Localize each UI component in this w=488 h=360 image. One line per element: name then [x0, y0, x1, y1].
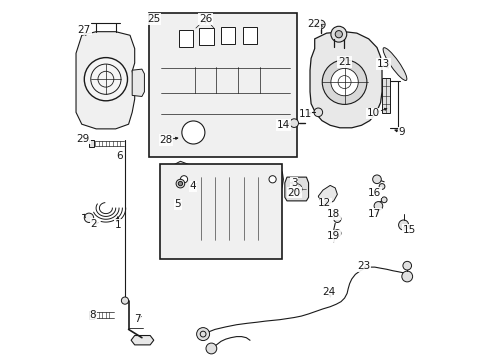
Circle shape — [333, 230, 340, 237]
Bar — [221, 27, 235, 44]
Bar — [381, 78, 389, 113]
Text: 18: 18 — [326, 209, 340, 219]
Circle shape — [322, 60, 366, 104]
Circle shape — [381, 197, 386, 203]
Text: 20: 20 — [287, 188, 300, 198]
Bar — [149, 13, 296, 157]
Circle shape — [180, 176, 187, 183]
Text: 28: 28 — [159, 135, 172, 145]
Circle shape — [84, 58, 127, 101]
Circle shape — [196, 328, 209, 341]
Circle shape — [268, 176, 276, 183]
Text: 25: 25 — [147, 14, 160, 24]
Circle shape — [121, 297, 128, 304]
Text: 26: 26 — [199, 14, 212, 24]
Circle shape — [372, 175, 381, 184]
Text: 13: 13 — [376, 59, 389, 69]
Text: 15: 15 — [402, 225, 415, 235]
Text: 22: 22 — [306, 19, 320, 30]
Circle shape — [402, 261, 411, 270]
Text: 14: 14 — [276, 120, 289, 130]
Circle shape — [182, 121, 204, 144]
Bar — [88, 140, 94, 147]
Bar — [88, 311, 94, 319]
Text: 2: 2 — [90, 219, 97, 229]
Circle shape — [335, 31, 342, 38]
Ellipse shape — [382, 48, 406, 81]
Text: 12: 12 — [317, 198, 330, 208]
Polygon shape — [170, 161, 189, 175]
Polygon shape — [309, 32, 381, 128]
Polygon shape — [318, 185, 337, 205]
Polygon shape — [131, 336, 153, 345]
Text: 19: 19 — [326, 231, 340, 241]
Circle shape — [378, 184, 384, 189]
Polygon shape — [153, 22, 294, 149]
Circle shape — [205, 343, 216, 354]
Circle shape — [316, 20, 325, 29]
Bar — [199, 28, 213, 45]
Text: 29: 29 — [77, 134, 90, 144]
Bar — [242, 27, 257, 44]
Circle shape — [178, 181, 182, 186]
Circle shape — [333, 215, 340, 222]
Text: 1: 1 — [114, 220, 121, 230]
Text: 4: 4 — [189, 181, 196, 192]
Text: 10: 10 — [366, 108, 379, 118]
Text: 24: 24 — [322, 287, 335, 297]
Circle shape — [401, 271, 412, 282]
Circle shape — [398, 220, 408, 230]
Circle shape — [84, 213, 94, 222]
Text: 27: 27 — [78, 24, 91, 35]
Text: 5: 5 — [174, 199, 181, 210]
Circle shape — [313, 108, 322, 117]
Circle shape — [330, 26, 346, 42]
Text: 21: 21 — [337, 57, 350, 67]
Polygon shape — [284, 177, 308, 201]
Text: 9: 9 — [398, 127, 405, 138]
Text: 23: 23 — [357, 261, 370, 271]
Bar — [179, 30, 193, 47]
Polygon shape — [173, 168, 283, 253]
Polygon shape — [132, 69, 144, 96]
Text: 7: 7 — [134, 314, 140, 324]
Text: 11: 11 — [298, 109, 311, 120]
Polygon shape — [188, 176, 275, 242]
Text: 3: 3 — [290, 178, 297, 188]
Bar — [160, 164, 282, 259]
Text: 16: 16 — [367, 188, 381, 198]
Circle shape — [330, 68, 358, 96]
Circle shape — [289, 119, 298, 127]
Text: 8: 8 — [89, 310, 96, 320]
Text: 6: 6 — [116, 150, 122, 161]
Polygon shape — [76, 32, 134, 129]
Circle shape — [373, 202, 382, 210]
Text: 17: 17 — [367, 209, 381, 219]
Circle shape — [176, 179, 184, 188]
